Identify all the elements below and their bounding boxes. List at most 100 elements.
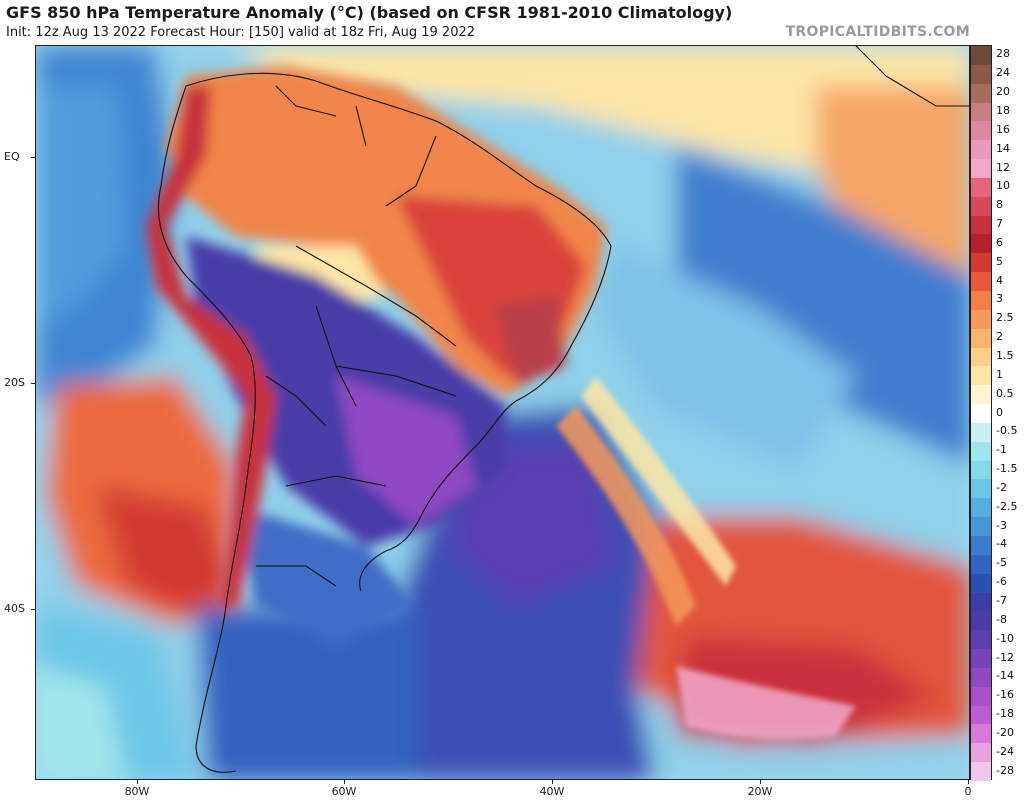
color-scale-swatch [971, 309, 991, 330]
color-scale-label: -10 [996, 631, 1014, 645]
color-scale-swatch [971, 479, 991, 499]
color-scale-swatch [971, 253, 991, 273]
lon-label-0: 0 [964, 785, 972, 798]
color-scale-swatch [971, 102, 991, 122]
color-scale-swatch [971, 196, 991, 217]
anomaly-field-continent [146, 66, 606, 646]
color-scale-swatch [971, 347, 991, 367]
color-scale-swatch [971, 441, 991, 462]
color-scale-label: 18 [996, 103, 1010, 117]
color-scale-swatch [971, 64, 991, 85]
color-scale-swatch [971, 705, 991, 725]
color-scale-swatch [971, 328, 991, 349]
lon-label-20w: 20W [747, 785, 773, 798]
color-scale-label: 0.5 [996, 386, 1014, 400]
color-scale-label: -18 [996, 707, 1014, 721]
color-scale-swatch [971, 611, 991, 631]
anomaly-highlights [556, 376, 856, 740]
color-scale-label: 3 [996, 292, 1003, 306]
color-scale-swatch [971, 724, 991, 744]
color-scale-swatch [971, 159, 991, 179]
anomaly-map [35, 45, 970, 780]
color-scale-swatch [971, 121, 991, 141]
color-scale-label: 28 [996, 47, 1010, 61]
color-scale-label: -28 [996, 763, 1014, 777]
color-scale-label: -0.5 [996, 424, 1018, 438]
lon-tick [344, 780, 345, 784]
color-scale-swatch [971, 498, 991, 518]
color-scale-label: -7 [996, 593, 1007, 607]
color-scale-label: 16 [996, 122, 1010, 136]
lon-tick [137, 780, 138, 784]
color-scale-swatch [971, 573, 991, 594]
lat-tick [31, 383, 35, 384]
color-scale-swatch [971, 630, 991, 650]
color-scale-bar [970, 45, 992, 782]
color-scale-label: -12 [996, 650, 1014, 664]
color-scale-label: -1.5 [996, 462, 1018, 476]
lat-label-20s: 20S [4, 376, 25, 389]
color-scale-label: 12 [996, 160, 1010, 174]
color-scale-swatch [971, 686, 991, 707]
lon-label-40w: 40W [539, 785, 565, 798]
color-scale-swatch [971, 649, 991, 669]
color-scale-swatch [971, 291, 991, 311]
color-scale-label: 5 [996, 254, 1003, 268]
color-scale-label: 4 [996, 273, 1003, 287]
color-scale-swatch [971, 536, 991, 556]
color-scale-label: 14 [996, 141, 1010, 155]
color-scale-swatch [971, 234, 991, 254]
color-scale-label: 10 [996, 179, 1010, 193]
color-scale-label: -1 [996, 443, 1007, 457]
color-scale-swatch [971, 140, 991, 160]
color-scale-swatch [971, 83, 991, 104]
color-scale-label: 24 [996, 66, 1010, 80]
color-scale-label: -6 [996, 575, 1007, 589]
color-scale-swatch [971, 215, 991, 235]
coastlines [157, 46, 969, 773]
lon-label-60w: 60W [331, 785, 357, 798]
color-scale-label: -2.5 [996, 499, 1018, 513]
lat-tick [31, 157, 35, 158]
color-scale-label: -8 [996, 612, 1007, 626]
color-scale-label: -5 [996, 556, 1007, 570]
lon-tick [760, 780, 761, 784]
color-scale-label: 1 [996, 367, 1003, 381]
lat-tick [31, 609, 35, 610]
color-scale-label: -4 [996, 537, 1007, 551]
color-scale-swatch [971, 592, 991, 612]
color-scale-label: -16 [996, 688, 1014, 702]
lat-label-40s: 40S [4, 602, 25, 615]
color-scale-swatch [971, 743, 991, 763]
lon-tick [552, 780, 553, 784]
color-scale-label: 7 [996, 217, 1003, 231]
color-scale-swatch [971, 460, 991, 480]
color-scale-label: 2 [996, 330, 1003, 344]
color-scale-swatch [971, 385, 991, 405]
color-scale-swatch [971, 177, 991, 198]
color-scale-label: 1.5 [996, 348, 1014, 362]
color-scale-label: 0 [996, 405, 1003, 419]
color-scale-swatch [971, 517, 991, 537]
color-scale-label: 2.5 [996, 311, 1014, 325]
lon-label-80w: 80W [124, 785, 150, 798]
map-canvas [36, 46, 969, 779]
color-scale-swatch [971, 554, 991, 575]
color-scale-swatch [971, 667, 991, 688]
color-scale-swatch [971, 422, 991, 443]
color-scale-label: -2 [996, 480, 1007, 494]
color-scale-swatch [971, 272, 991, 292]
chart-title: GFS 850 hPa Temperature Anomaly (°C) (ba… [6, 3, 733, 22]
color-scale-label: -14 [996, 669, 1014, 683]
color-scale-label: 20 [996, 85, 1010, 99]
color-scale-swatch [971, 404, 991, 424]
color-scale-label: -24 [996, 744, 1014, 758]
lon-tick [968, 780, 969, 784]
color-scale-swatch [971, 762, 991, 782]
chart-subtitle: Init: 12z Aug 13 2022 Forecast Hour: [15… [6, 25, 476, 40]
color-scale-label: 8 [996, 198, 1003, 212]
color-scale-label: -3 [996, 518, 1007, 532]
color-scale-label: 6 [996, 235, 1003, 249]
color-scale-swatch [971, 46, 991, 66]
site-watermark: TROPICALTIDBITS.COM [785, 24, 970, 40]
